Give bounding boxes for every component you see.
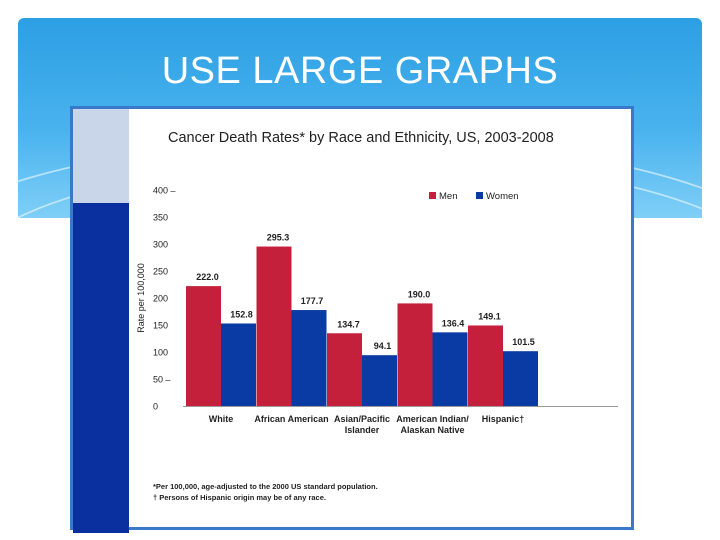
bar-women-5 (503, 351, 538, 406)
x-category-label: Alaskan Native (400, 425, 464, 435)
bar-men-5 (468, 325, 503, 406)
bar-men-3 (327, 333, 362, 406)
bar-men-2 (256, 246, 292, 406)
y-tick-label: 400 – (153, 186, 176, 196)
chart: Rate per 100,000 0 50 – 100 150 200 250 300 350 4… (136, 186, 618, 435)
figure-side-panel-light (73, 109, 129, 203)
footnote-hispanic: † Persons of Hispanic origin may be of a… (153, 493, 326, 502)
chart-figure: Cancer Death Rates* by Race and Ethnicit… (70, 106, 634, 533)
chart-title: Cancer Death Rates* by Race and Ethnicit… (168, 130, 554, 146)
x-category-label: Islander (345, 425, 380, 435)
legend-label-women: Women (486, 191, 519, 202)
bar-women-3 (362, 355, 397, 406)
figure-side-panel-dark (73, 203, 129, 533)
x-category-label: White (209, 414, 234, 424)
slide-title: USE LARGE GRAPHS (161, 50, 559, 92)
data-label: 177.7 (301, 296, 324, 306)
y-axis-title: Rate per 100,000 (136, 263, 146, 333)
y-tick-label: 200 (153, 294, 168, 304)
x-category-label: Asian/Pacific (334, 414, 390, 424)
y-tick-label: 350 (153, 213, 168, 223)
x-category-label: American Indian/ (396, 414, 469, 424)
data-label: 101.5 (512, 337, 535, 347)
data-label: 94.1 (374, 341, 392, 351)
y-tick-label: 300 (153, 240, 168, 250)
data-label: 149.1 (478, 311, 501, 321)
data-label: 190.0 (408, 289, 431, 299)
y-tick-label: 0 (153, 402, 158, 412)
y-tick-label: 50 – (153, 375, 171, 385)
x-category-label: African American (254, 414, 328, 424)
data-label: 136.4 (442, 318, 465, 328)
bar-men-4 (397, 303, 433, 406)
data-label: 134.7 (337, 319, 360, 329)
footnote-age-adjusted: *Per 100,000, age-adjusted to the 2000 U… (153, 482, 378, 491)
x-category-label: Hispanic† (482, 414, 525, 424)
legend-label-men: Men (439, 191, 457, 202)
y-tick-label: 250 (153, 267, 168, 277)
bar-women-2 (291, 310, 327, 406)
bar-women-1 (221, 323, 256, 406)
data-label: 222.0 (196, 272, 219, 282)
legend-swatch-women (476, 192, 483, 199)
data-label: 295.3 (267, 233, 290, 243)
legend-swatch-men (429, 192, 436, 199)
y-tick-label: 150 (153, 321, 168, 331)
data-label: 152.8 (230, 309, 253, 319)
bar-men-1 (186, 286, 221, 406)
bar-women-4 (432, 332, 468, 406)
y-tick-label: 100 (153, 348, 168, 358)
